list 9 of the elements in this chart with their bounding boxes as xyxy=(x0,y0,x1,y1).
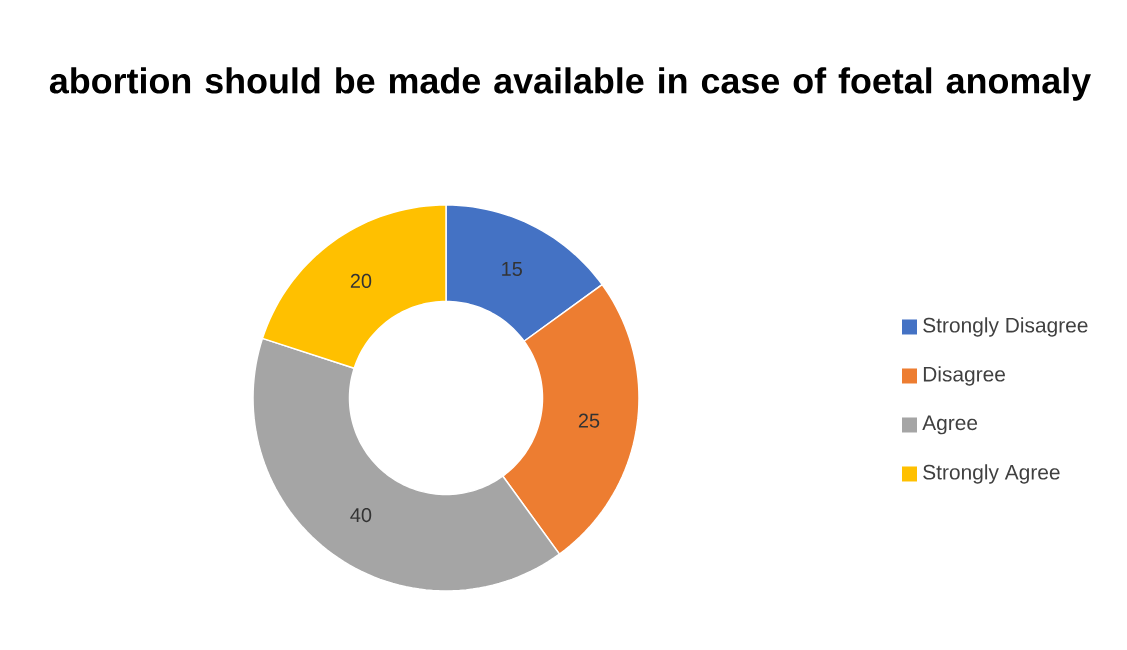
data-label: 40 xyxy=(350,508,372,523)
legend-label: Strongly Agree xyxy=(923,464,1060,484)
data-label: 25 xyxy=(578,413,600,428)
legend-label: Disagree xyxy=(923,366,1005,386)
legend-label: Agree xyxy=(922,415,978,435)
legend-label: Strongly Disagree xyxy=(923,317,1088,337)
data-label: 15 xyxy=(502,262,522,276)
chart-title: abortion should be made available in case of foetal anomaly xyxy=(49,67,1091,101)
data-label: 20 xyxy=(350,273,372,288)
